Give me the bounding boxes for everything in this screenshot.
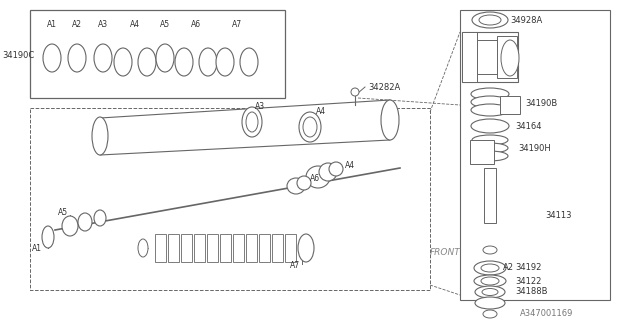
Text: A2: A2 xyxy=(503,263,514,273)
Ellipse shape xyxy=(475,297,505,309)
Text: A1: A1 xyxy=(32,244,42,252)
Text: FRONT: FRONT xyxy=(430,247,461,257)
Bar xyxy=(220,234,231,262)
Bar xyxy=(168,234,179,262)
Ellipse shape xyxy=(299,112,321,142)
Text: 34164: 34164 xyxy=(515,122,541,131)
Ellipse shape xyxy=(298,234,314,262)
Ellipse shape xyxy=(501,40,519,76)
Bar xyxy=(462,32,477,82)
Ellipse shape xyxy=(43,44,61,72)
Text: A347001169: A347001169 xyxy=(520,309,573,318)
Text: 34190C: 34190C xyxy=(2,51,35,60)
Bar xyxy=(181,234,192,262)
Text: A6: A6 xyxy=(310,173,320,182)
Text: A4: A4 xyxy=(316,107,326,116)
Ellipse shape xyxy=(471,96,509,108)
Text: 34192: 34192 xyxy=(515,263,541,273)
Text: A5: A5 xyxy=(58,207,68,217)
Ellipse shape xyxy=(199,48,217,76)
Ellipse shape xyxy=(94,210,106,226)
Ellipse shape xyxy=(472,151,508,161)
Text: 34122: 34122 xyxy=(515,276,541,285)
Bar xyxy=(155,234,166,262)
Ellipse shape xyxy=(175,48,193,76)
Text: 34188B: 34188B xyxy=(515,287,547,297)
Text: A1: A1 xyxy=(47,20,57,28)
Ellipse shape xyxy=(306,166,330,188)
Ellipse shape xyxy=(156,44,174,72)
Bar xyxy=(460,10,610,300)
Ellipse shape xyxy=(242,107,262,137)
Bar xyxy=(233,234,244,262)
Text: A2: A2 xyxy=(72,20,82,28)
Text: A6: A6 xyxy=(191,20,201,28)
Ellipse shape xyxy=(62,216,78,236)
Ellipse shape xyxy=(481,277,499,285)
Text: A7: A7 xyxy=(232,20,242,28)
Ellipse shape xyxy=(287,178,305,194)
Ellipse shape xyxy=(246,112,258,132)
Text: 34282A: 34282A xyxy=(368,83,400,92)
Ellipse shape xyxy=(474,275,506,287)
Text: 34190B: 34190B xyxy=(525,99,557,108)
Text: A4: A4 xyxy=(130,20,140,28)
Text: 34190H: 34190H xyxy=(518,143,551,153)
Bar xyxy=(246,234,257,262)
Text: A7: A7 xyxy=(290,261,300,270)
Bar xyxy=(484,168,496,223)
Ellipse shape xyxy=(472,143,508,153)
Text: A3: A3 xyxy=(98,20,108,28)
Ellipse shape xyxy=(78,213,92,231)
Text: 34113: 34113 xyxy=(545,211,572,220)
Bar xyxy=(207,234,218,262)
Text: A3: A3 xyxy=(255,101,265,110)
Bar xyxy=(30,10,285,98)
Text: A5: A5 xyxy=(160,20,170,28)
Ellipse shape xyxy=(138,239,148,257)
Bar xyxy=(194,234,205,262)
Ellipse shape xyxy=(471,104,509,116)
Bar xyxy=(259,234,270,262)
Text: 34928A: 34928A xyxy=(510,15,542,25)
Ellipse shape xyxy=(42,226,54,248)
Ellipse shape xyxy=(114,48,132,76)
Ellipse shape xyxy=(319,163,337,181)
Bar xyxy=(500,96,520,114)
Ellipse shape xyxy=(481,264,499,272)
Ellipse shape xyxy=(483,310,497,318)
Ellipse shape xyxy=(329,162,343,176)
Ellipse shape xyxy=(240,48,258,76)
Ellipse shape xyxy=(138,48,156,76)
Text: A4: A4 xyxy=(345,161,355,170)
Ellipse shape xyxy=(381,100,399,140)
Ellipse shape xyxy=(471,88,509,100)
Ellipse shape xyxy=(472,135,508,145)
Bar xyxy=(272,234,283,262)
Ellipse shape xyxy=(472,12,508,28)
Bar xyxy=(285,234,296,262)
Ellipse shape xyxy=(474,261,506,275)
Bar xyxy=(477,40,497,74)
Ellipse shape xyxy=(94,44,112,72)
Ellipse shape xyxy=(475,286,505,298)
Bar xyxy=(462,32,518,82)
Polygon shape xyxy=(100,100,390,155)
Ellipse shape xyxy=(479,15,501,25)
Bar xyxy=(470,140,494,164)
Ellipse shape xyxy=(303,117,317,137)
Ellipse shape xyxy=(471,119,509,133)
Ellipse shape xyxy=(92,117,108,155)
Ellipse shape xyxy=(483,246,497,254)
Ellipse shape xyxy=(482,289,498,295)
Ellipse shape xyxy=(351,88,359,96)
Ellipse shape xyxy=(68,44,86,72)
Bar xyxy=(497,36,517,78)
Ellipse shape xyxy=(216,48,234,76)
Ellipse shape xyxy=(297,176,311,190)
